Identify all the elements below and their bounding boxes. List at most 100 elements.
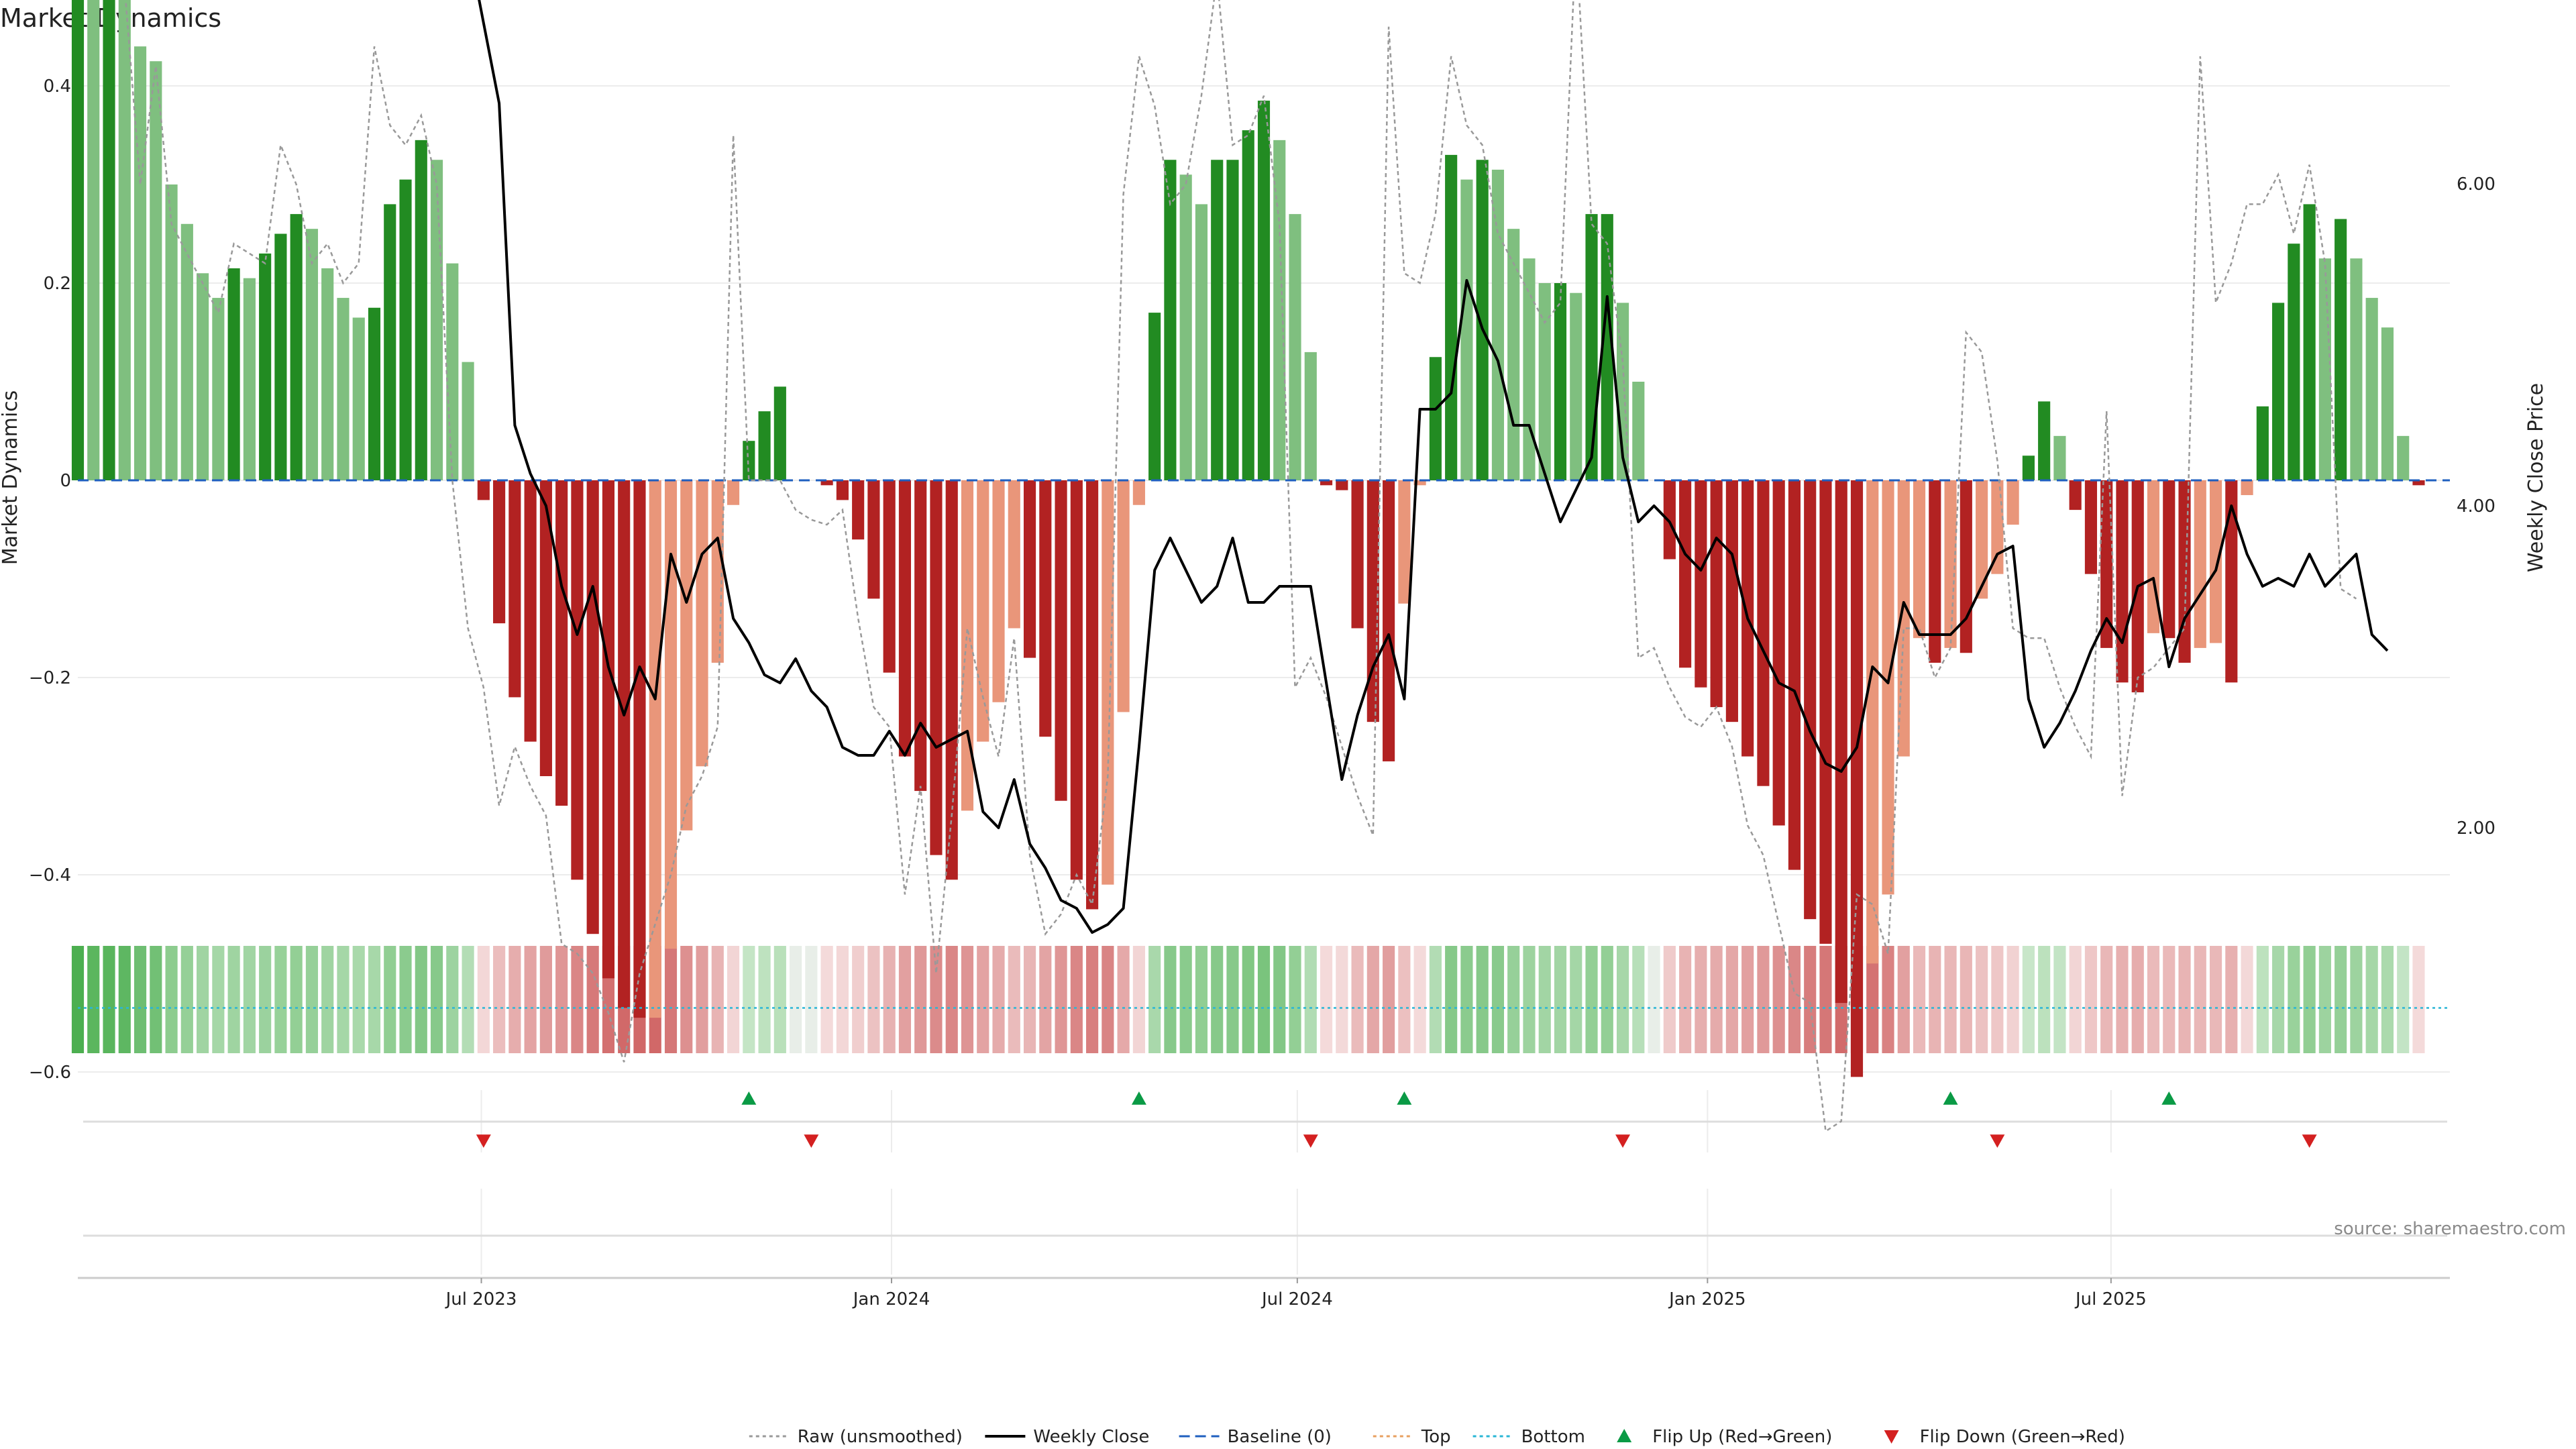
strip-cell [867,946,880,1053]
dynamics-bar [524,480,537,742]
dynamics-bar [305,229,319,480]
strip-cell [2163,946,2176,1053]
strip-cell [2116,946,2129,1053]
strip-cell [477,946,490,1053]
dynamics-bar [1383,480,1395,761]
dynamics-bar [2412,480,2425,486]
y-axis-label: Market Dynamics [0,390,22,566]
strip-cell [664,946,678,1053]
strip-cell [2397,946,2410,1053]
dynamics-bar [2147,480,2160,633]
y2-tick-label: 2.00 [2457,818,2496,839]
dynamics-bar [1102,480,1114,885]
y-tick-label: −0.2 [29,668,71,688]
strip-cell [2272,946,2285,1053]
strip-cell [2053,946,2066,1053]
dynamics-bar [1289,214,1301,480]
strip-cell [1897,946,1910,1053]
dynamics-bar [1507,229,1520,480]
legend-label: Baseline (0) [1228,1427,1332,1447]
dynamics-bar [1055,480,1067,801]
strip-cell [1491,946,1505,1053]
dynamics-bar [711,480,724,663]
strip-cell [2006,946,2019,1053]
strip-cell [87,946,100,1053]
strip-cell [2178,946,2191,1053]
dynamics-bar [1336,480,1348,490]
dynamics-bar [1570,292,1582,480]
strip-cell [2334,946,2347,1053]
flip-up-marker [1131,1091,1146,1105]
legend-label: Flip Up (Red→Green) [1652,1427,1832,1447]
dynamics-bar [664,480,678,949]
reference-lines [78,479,2450,1009]
strip-cell [1819,946,1832,1053]
y-tick-label: −0.4 [29,865,71,885]
strip-cell [2350,946,2363,1053]
strip-cell [1273,946,1286,1053]
strip-cell [852,946,865,1053]
strip-cell [1960,946,1972,1053]
strip-cell [1616,946,1629,1053]
strip-cell [1460,946,1473,1053]
strip-cell [1554,946,1567,1053]
dynamics-bar [961,480,974,811]
strip-cell [2147,946,2160,1053]
strip-cell [977,946,989,1053]
dynamics-bar [1023,480,1036,658]
dynamics-bar [1554,283,1567,480]
strip-cell [462,946,474,1053]
strip-cell [1008,946,1020,1053]
dynamics-bar [1632,382,1645,480]
strip-cell [1383,946,1395,1053]
dynamics-bar [180,223,193,480]
strip-cell [1304,946,1317,1053]
raw-unsmoothed-line [125,0,2357,1133]
strip-cell [1648,946,1660,1053]
dynamics-bar [649,480,661,1018]
strip-cell [790,946,802,1053]
dynamics-bar [2084,480,2098,574]
dynamics-bar [1226,160,1239,480]
dynamics-bar [1039,480,1052,737]
dynamics-bar [165,184,178,480]
strip-cell [1148,946,1161,1053]
x-tick-label: Jan 2025 [1668,1289,1746,1309]
dynamics-bar [1070,480,1083,880]
strip-cell [1226,946,1239,1053]
dynamics-bar [1476,160,1489,480]
dynamics-bar [539,480,552,776]
strip-cell [1788,946,1801,1053]
flip-down-marker [804,1134,819,1148]
dynamics-bar [150,61,162,480]
legend-label: Top [1421,1427,1451,1447]
strip-cell [930,946,943,1053]
dynamics-bar [2116,480,2129,683]
dynamics-bar [633,480,646,1018]
strip-cell [2100,946,2113,1053]
dynamics-bar [852,480,865,540]
strip-cell [197,946,209,1053]
legend-label: Weekly Close [1033,1427,1149,1447]
dynamics-bar [1164,160,1177,480]
dynamics-bar [1351,480,1364,629]
strip-cell [1023,946,1036,1053]
dynamics-bar [1179,174,1192,480]
strip-cell [493,946,506,1053]
dynamics-bar [1897,480,1910,757]
dynamics-bar [1710,480,1723,708]
strip-cell [555,946,568,1053]
strip-cell [820,946,833,1053]
dynamics-bar [352,317,365,480]
dynamics-bar [2334,219,2347,480]
strip-cell [2069,946,2082,1053]
dynamics-bar [2318,258,2331,480]
strip-cell [1632,946,1645,1053]
strip-cell [150,946,162,1053]
strip-cell [1164,946,1177,1053]
dynamics-bar [2256,406,2269,480]
strip-cell [586,946,599,1053]
dynamics-bar [2209,480,2222,643]
y-tick-label: 0.4 [44,76,71,97]
strip-cell [1039,946,1052,1053]
